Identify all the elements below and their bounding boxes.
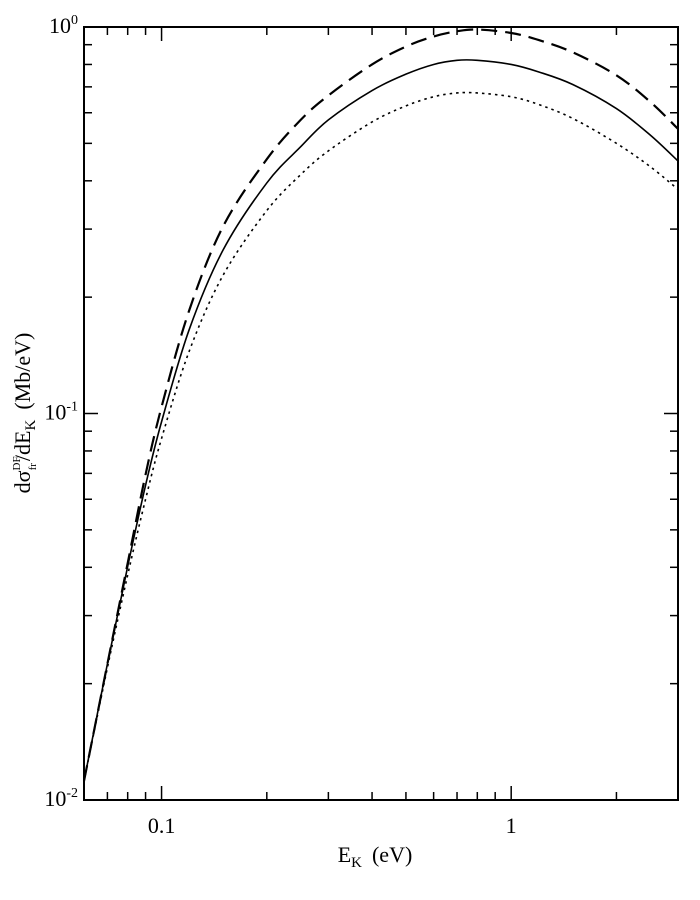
plot-frame [83, 26, 679, 801]
curve-solid [83, 58, 679, 782]
y-axis-label-sub2: K [23, 420, 39, 431]
x-axis-label: EK (eV) [338, 842, 413, 871]
y-axis-label-sup: DF [11, 456, 23, 470]
y-axis-label-prefix: dσ [10, 470, 35, 493]
axis-ticks [83, 26, 679, 801]
y-axis-label: dσDF fr/dEK (Mb/eV) [10, 333, 39, 494]
x-axis-label-main: E [338, 842, 351, 867]
curve-dashed [82, 28, 679, 782]
y-tick-label: 10-1 [44, 400, 78, 425]
y-tick-label: 100 [49, 13, 78, 38]
tick-labels: 0.1 1 10-2 10-1 100 [44, 13, 516, 838]
y-axis-label-sub: fr [27, 463, 39, 471]
y-tick-label: 10-2 [44, 786, 78, 811]
x-axis-label-sub: K [351, 855, 362, 871]
curve-dotted [83, 91, 679, 782]
y-axis-label-mid: /dE [10, 431, 35, 462]
curves [82, 28, 679, 782]
x-axis-label-unit: (eV) [372, 842, 412, 867]
x-tick-label: 1 [506, 813, 517, 838]
y-axis-label-unit: (Mb/eV) [10, 333, 35, 410]
x-tick-label: 0.1 [148, 813, 176, 838]
